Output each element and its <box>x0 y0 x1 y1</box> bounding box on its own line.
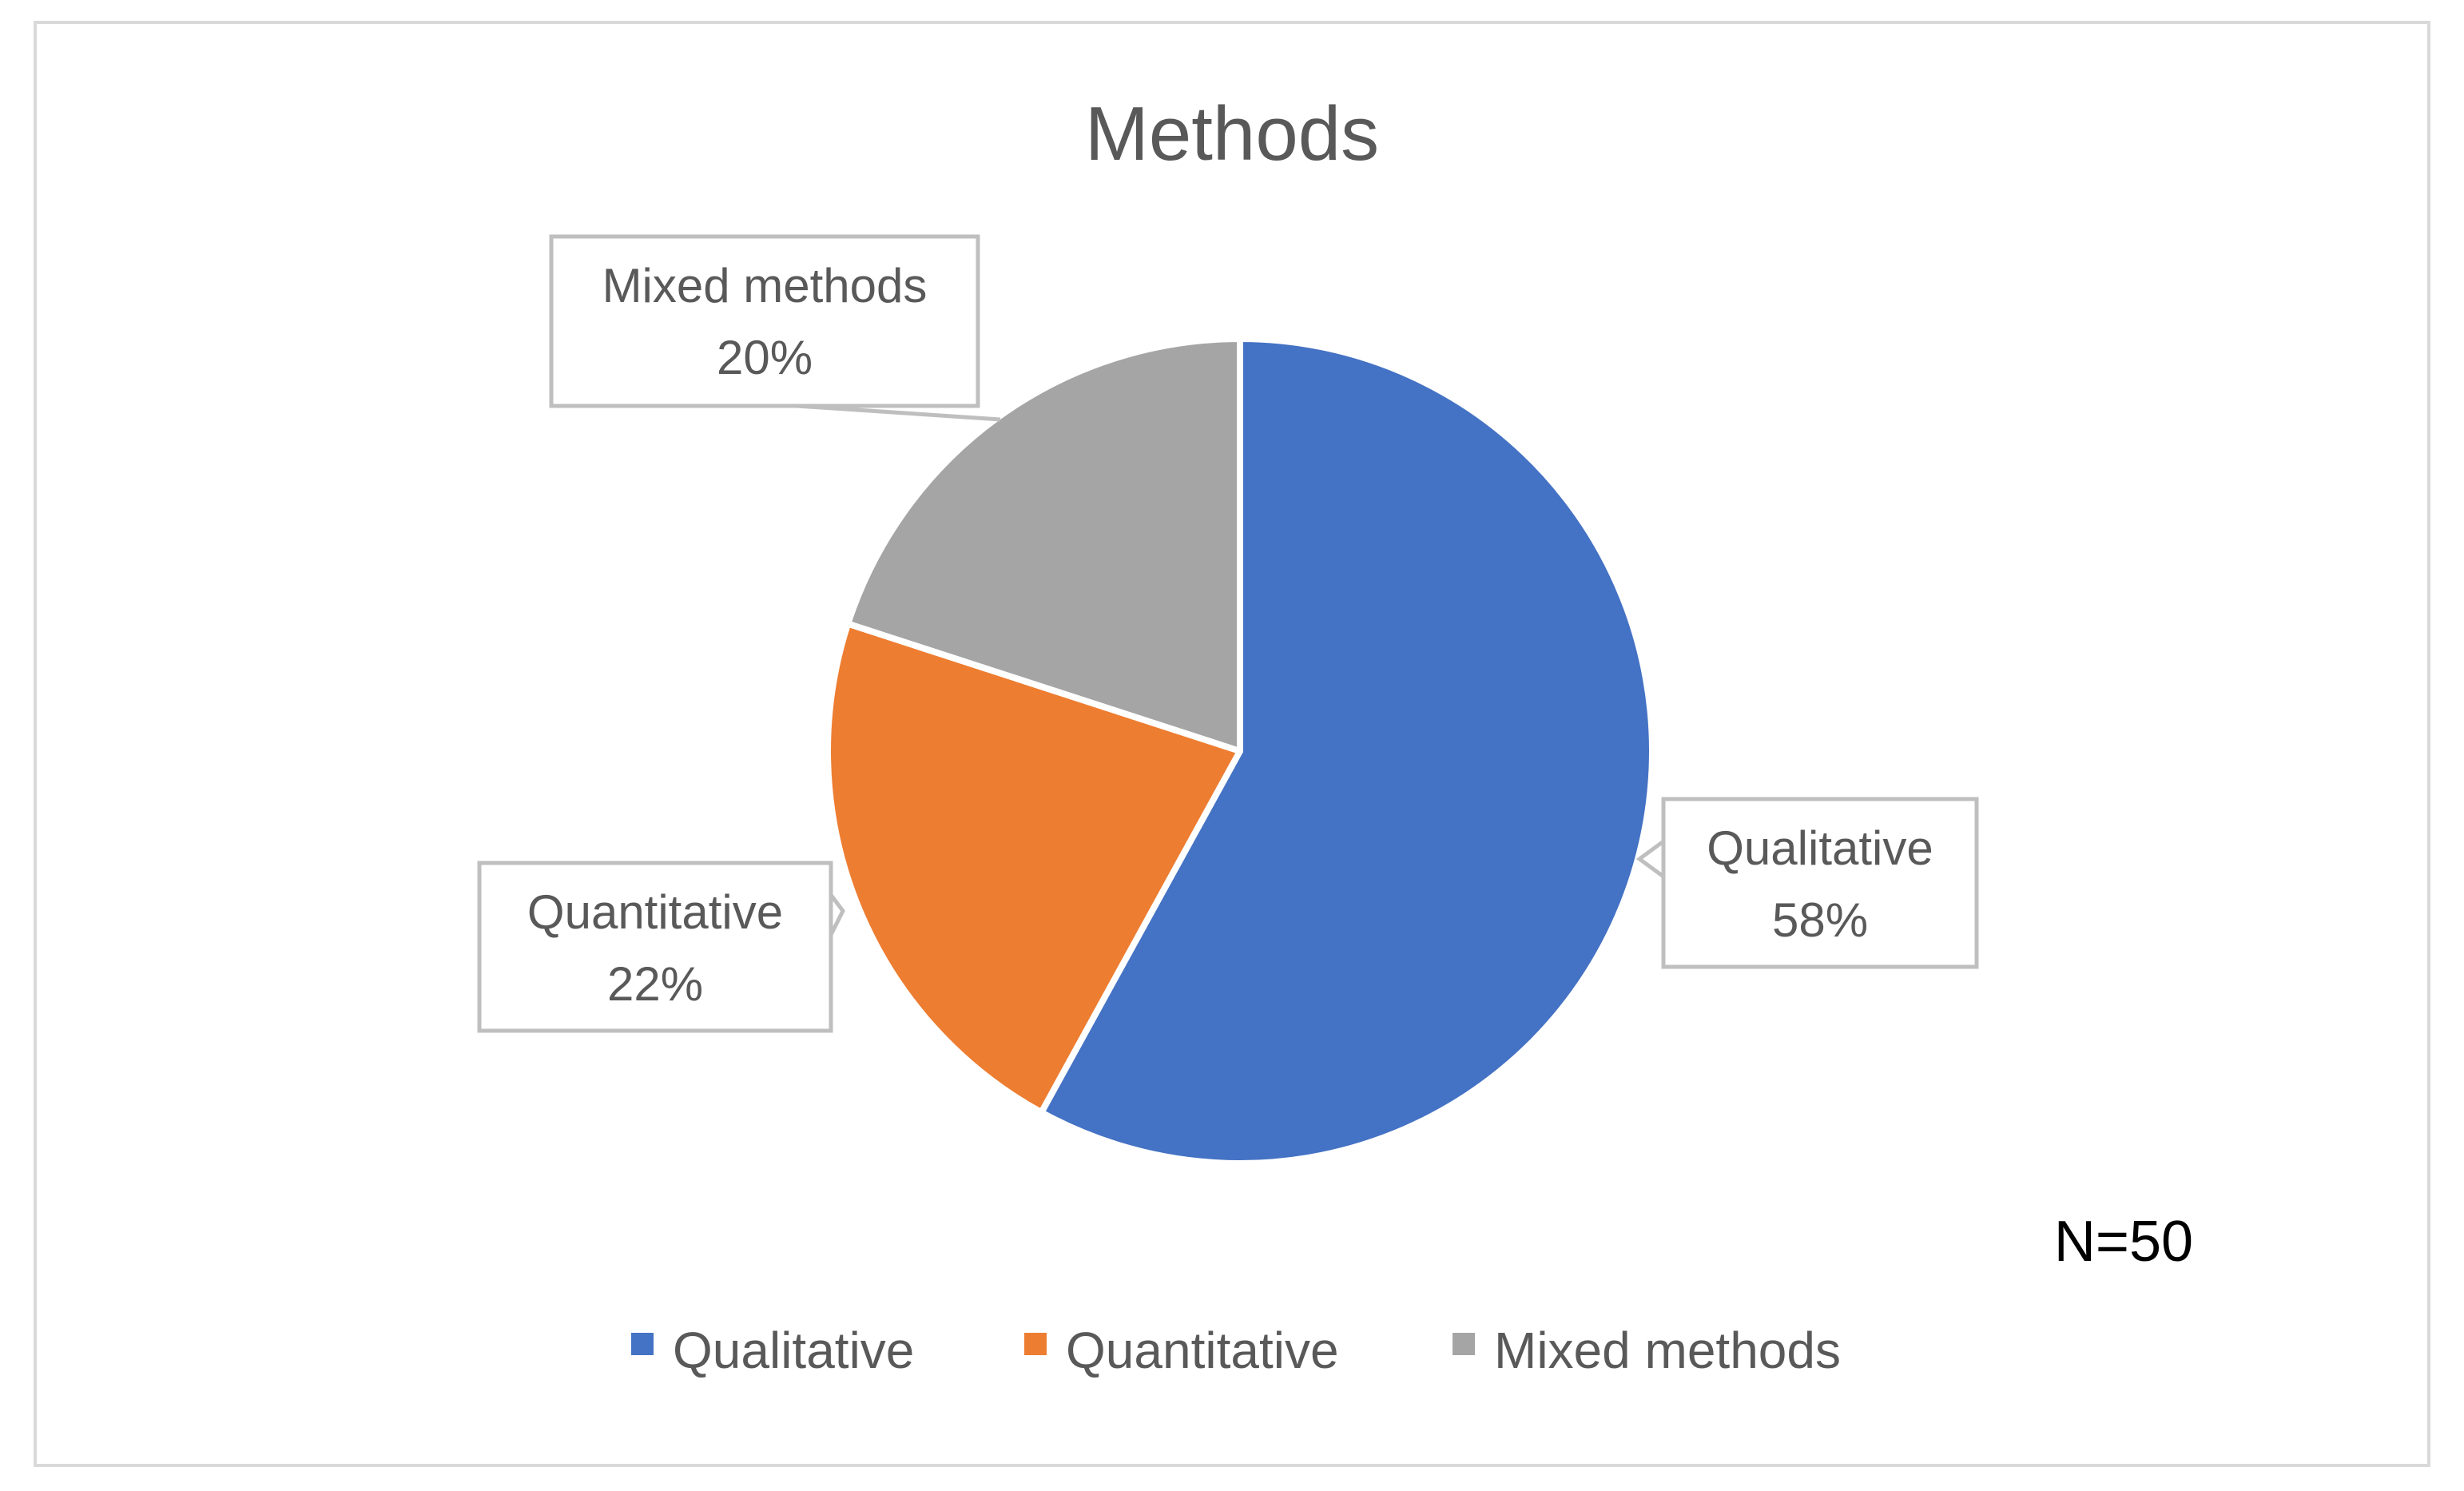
data-label-callouts: Qualitative 58% Quantitative 22% Mixed metho… <box>477 234 1979 1033</box>
legend-label: Qualitative <box>673 1322 914 1379</box>
data-label-value: 20% <box>717 331 813 384</box>
pie-slice-quantitative[interactable] <box>825 620 1243 1116</box>
data-label-category: Quantitative <box>527 885 783 939</box>
data-label-category: Mixed methods <box>602 259 928 312</box>
callout-box <box>549 234 980 408</box>
data-label-value: 22% <box>607 957 703 1011</box>
legend-item-qualitative: Qualitative <box>631 1322 914 1379</box>
data-label-category: Qualitative <box>1707 821 1933 875</box>
legend-item-quantitative: Quantitative <box>1024 1322 1339 1379</box>
legend: Qualitative Quantitative Mixed methods <box>631 1322 1841 1379</box>
pie-slice-qualitative[interactable] <box>1038 336 1656 1167</box>
callout-box <box>477 861 833 1033</box>
data-label-qualitative: Qualitative 58% <box>1635 797 1979 969</box>
sample-size-note: N=50 <box>2054 1210 2193 1274</box>
data-label-value: 58% <box>1772 893 1868 947</box>
legend-swatch <box>1453 1333 1475 1355</box>
callout-pointer <box>829 893 845 936</box>
legend-swatch <box>631 1333 654 1355</box>
data-label-quantitative: Quantitative 22% <box>477 861 845 1033</box>
chart-title: Methods <box>1085 91 1379 177</box>
legend-label: Quantitative <box>1066 1322 1339 1379</box>
callout-box <box>1661 797 1979 969</box>
data-label-mixed-methods: Mixed methods 20% <box>549 234 1001 422</box>
legend-label: Mixed methods <box>1494 1322 1841 1379</box>
callout-pointer <box>796 404 1001 422</box>
legend-item-mixed-methods: Mixed methods <box>1453 1322 1841 1379</box>
callout-pointer <box>1635 839 1665 879</box>
legend-swatch <box>1024 1333 1047 1355</box>
pie-slices <box>825 336 1656 1167</box>
